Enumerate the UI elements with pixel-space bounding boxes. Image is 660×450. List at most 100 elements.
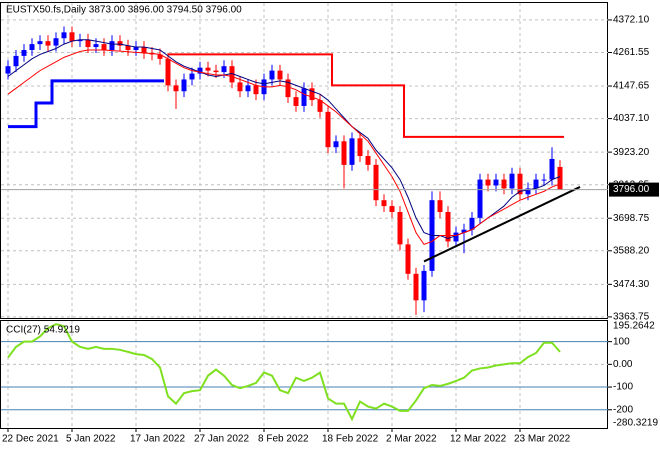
candle-body (453, 232, 459, 242)
price-marker (609, 182, 659, 197)
y-tick-label: 3363.75 (613, 312, 650, 323)
y-tick-label: 4147.65 (613, 81, 650, 92)
candle-body (61, 32, 67, 39)
candle-body (349, 138, 355, 165)
candle-body (437, 200, 443, 212)
candle-body (381, 200, 387, 207)
y-tick-label: 3474.30 (613, 279, 650, 290)
indicator-line (7, 39, 561, 240)
cci-line (7, 323, 561, 422)
candle-body (501, 179, 507, 189)
indicator-line (168, 53, 564, 138)
candle-body (477, 179, 483, 218)
candle-body (53, 38, 59, 46)
candle-body (181, 79, 187, 92)
x-tick-label: 22 Dec 2021 (2, 434, 59, 445)
candle-body (117, 41, 123, 46)
candle-body (397, 211, 403, 245)
candle-body (541, 179, 547, 181)
x-tick-label: 17 Jan 2022 (130, 434, 185, 445)
x-tick-label: 23 Mar 2022 (514, 434, 571, 445)
candle-body (141, 47, 147, 53)
x-tick-label: 18 Feb 2022 (322, 434, 379, 445)
y-tick-label: -200 (613, 404, 633, 415)
y-tick-label: 4372.10 (613, 15, 650, 26)
candle-body (493, 179, 499, 186)
candle-body (189, 73, 195, 80)
x-tick-label: 5 Jan 2022 (66, 434, 116, 445)
candle-body (325, 111, 331, 148)
candle-body (509, 173, 515, 189)
candle-body (317, 100, 323, 112)
candle-body (461, 229, 467, 233)
candle-body (365, 156, 371, 165)
y-tick-label: 3588.20 (613, 245, 650, 256)
candle-body (533, 179, 539, 189)
y-tick-label: 0.00 (613, 359, 633, 370)
candle-body (357, 138, 363, 157)
indicator-line (8, 79, 164, 129)
candle-body (133, 47, 139, 51)
candle-body (213, 70, 219, 73)
y-range-label: 195.2642 (613, 321, 655, 332)
cci-title: CCI(27) 54.9219 (6, 325, 80, 336)
candle-body (277, 70, 283, 80)
candle-body (69, 32, 75, 42)
candle-body (469, 217, 475, 230)
candle-body (37, 41, 43, 45)
y-tick-label: -100 (613, 382, 633, 393)
candle-body (445, 211, 451, 242)
candle-body (125, 45, 131, 51)
candle-body (165, 58, 171, 86)
candle-body (373, 164, 379, 201)
candle-body (333, 141, 339, 148)
candle-body (549, 158, 555, 180)
candle-body (525, 188, 531, 195)
candle-body (269, 70, 275, 80)
candle-body (93, 44, 99, 48)
candle-body (21, 50, 27, 56)
x-tick-label: 27 Jan 2022 (194, 434, 249, 445)
candle-body (109, 41, 115, 51)
price-panel-frame (0, 2, 608, 319)
candle-body (85, 39, 91, 48)
candle-body (45, 41, 51, 46)
x-tick-label: 2 Mar 2022 (386, 434, 437, 445)
candle-body (157, 54, 163, 59)
candle-body (285, 79, 291, 98)
candle-body (77, 39, 83, 42)
candle-body (301, 88, 307, 106)
candle-body (13, 55, 19, 67)
candle-body (253, 85, 259, 95)
y-tick-label: 4037.10 (613, 113, 650, 124)
y-tick-label: 3698.75 (613, 213, 650, 224)
candle-body (197, 67, 203, 74)
chart-title: EUSTX50.fs,Daily 3873.00 3896.00 3794.50… (6, 5, 242, 16)
cci-panel-frame (0, 320, 608, 429)
trend-line (423, 186, 581, 263)
candle-body (341, 141, 347, 165)
candle-body (517, 173, 523, 195)
candle-body (405, 244, 411, 274)
candle-body (485, 179, 491, 186)
candle-body (309, 88, 315, 101)
y-range-label: -280.3219 (613, 418, 658, 429)
y-tick-label: 4261.55 (613, 47, 650, 58)
candle-body (413, 273, 419, 301)
candle-body (29, 44, 35, 51)
price-marker-label: 3796.00 (613, 184, 650, 195)
candle-body (245, 85, 251, 92)
candle-body (421, 270, 427, 301)
x-tick-label: 8 Feb 2022 (258, 434, 309, 445)
indicator-line (7, 49, 561, 245)
candle-body (205, 67, 211, 71)
candle-body (101, 44, 107, 51)
candle-body (173, 85, 179, 92)
candle-body (389, 206, 395, 212)
candle-body (557, 166, 563, 190)
candle-body (221, 66, 227, 73)
candle-body (5, 66, 11, 74)
x-tick-label: 12 Mar 2022 (450, 434, 507, 445)
